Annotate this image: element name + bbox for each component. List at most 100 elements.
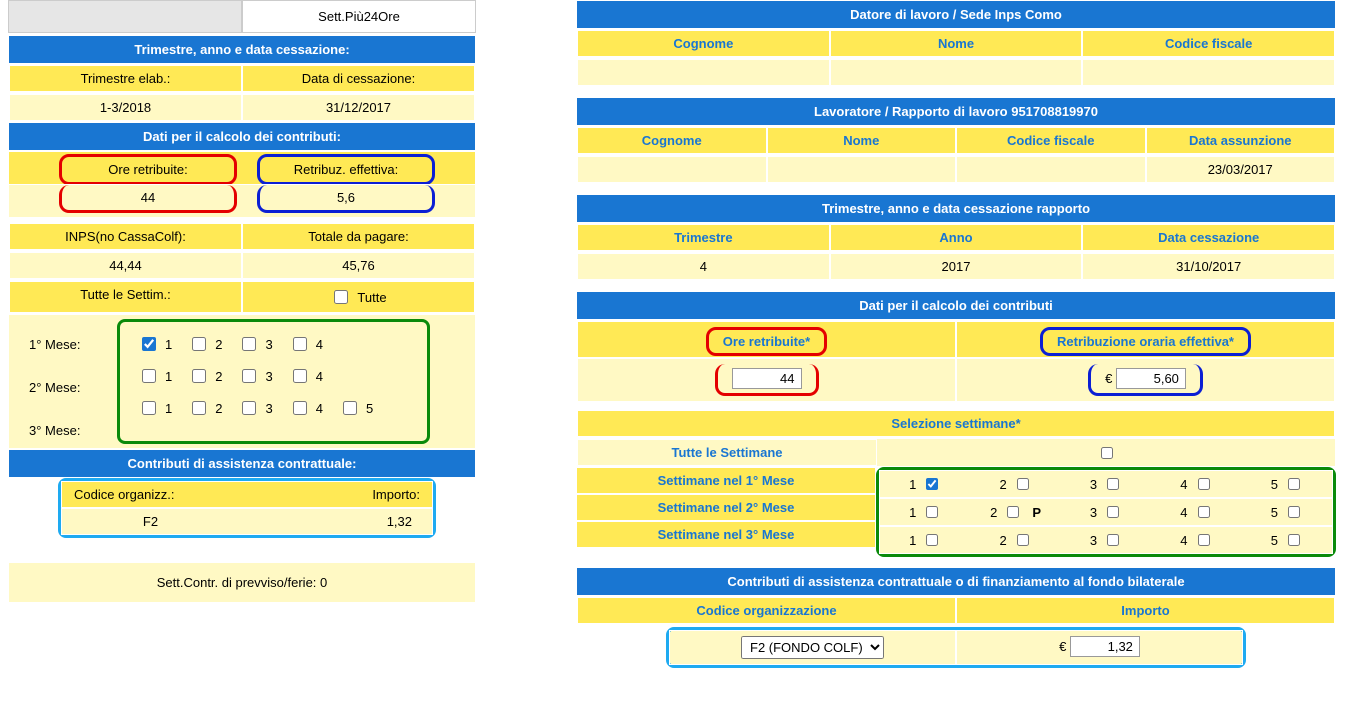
label-importo: Importo: — [247, 482, 432, 507]
value-totale: 45,76 — [242, 252, 475, 279]
h-codorg: Codice organizzazione — [577, 597, 956, 624]
chk-m2-1[interactable] — [142, 369, 156, 383]
cell-tutte: Tutte — [242, 281, 475, 313]
label-codice-org: Codice organizz.: — [62, 482, 247, 507]
chk-m3-5[interactable] — [343, 401, 357, 415]
title-sel-sett: Selezione settimane* — [577, 410, 1335, 437]
input-ore[interactable] — [732, 368, 802, 389]
value-trimestre-elab: 1-3/2018 — [9, 94, 242, 121]
chk-r-m2-3[interactable] — [1107, 506, 1119, 518]
left-panel: Sett.Più24Ore Trimestre, anno e data ces… — [8, 0, 476, 680]
label-mese3: 3° Mese: — [19, 401, 109, 444]
row-mese3: 1 2 3 4 5 — [130, 392, 417, 424]
label-sett-m3: Settimane nel 3° Mese — [576, 521, 876, 548]
h-cess: Data cessazione — [1082, 224, 1335, 251]
chk-r-m1-1[interactable] — [926, 478, 938, 490]
chk-m1-1[interactable] — [142, 337, 156, 351]
tab-active[interactable]: Sett.Più24Ore — [242, 0, 476, 33]
h-retr: Retribuzione oraria effettiva* — [1057, 334, 1234, 349]
v-nome — [830, 59, 1083, 86]
chk-tutte[interactable] — [334, 290, 348, 304]
tab-row: Sett.Più24Ore — [8, 0, 476, 33]
cell-ore-wrap: Ore retribuite* — [577, 321, 956, 362]
label-data-cessazione: Data di cessazione: — [242, 65, 475, 92]
label-tutte-settim: Tutte le Settim.: — [9, 281, 242, 313]
chk-r-m2-4[interactable] — [1198, 506, 1210, 518]
chk-m3-4[interactable] — [293, 401, 307, 415]
h-importo-r: Importo — [956, 597, 1335, 624]
chk-r-m2-2[interactable] — [1007, 506, 1019, 518]
chk-m3-3[interactable] — [242, 401, 256, 415]
v-l-cognome — [577, 156, 767, 183]
box-lavoratore: Lavoratore / Rapporto di lavoro 95170881… — [576, 97, 1336, 184]
chk-r-m3-4[interactable] — [1198, 534, 1210, 546]
h-l-cognome: Cognome — [577, 127, 767, 154]
v-l-nome — [767, 156, 957, 183]
h-l-assunz: Data assunzione — [1146, 127, 1336, 154]
chk-r-m3-2[interactable] — [1017, 534, 1029, 546]
right-panel: Datore di lavoro / Sede Inps Como Cognom… — [576, 0, 1336, 680]
chk-r-m1-5[interactable] — [1288, 478, 1300, 490]
chk-r-m3-3[interactable] — [1107, 534, 1119, 546]
section-title-calcolo: Dati per il calcolo dei contributi: — [8, 122, 476, 151]
chk-r-m3-1[interactable] — [926, 534, 938, 546]
h-cognome: Cognome — [577, 30, 830, 57]
value-data-cessazione: 31/12/2017 — [242, 94, 475, 121]
chk-m1-4[interactable] — [293, 337, 307, 351]
box-trimestre: Trimestre, anno e data cessazione rappor… — [576, 194, 1336, 281]
section-title-trimestre: Trimestre, anno e data cessazione: — [8, 35, 476, 64]
chk-r-m2-5[interactable] — [1288, 506, 1300, 518]
input-retr[interactable] — [1116, 368, 1186, 389]
label-totale: Totale da pagare: — [242, 223, 475, 250]
v-anno: 2017 — [830, 253, 1083, 280]
h-trimestre: Trimestre — [577, 224, 830, 251]
cell-retr-wrap: Retribuzione oraria effettiva* — [956, 321, 1335, 362]
chk-m2-2[interactable] — [192, 369, 206, 383]
title-lavoratore: Lavoratore / Rapporto di lavoro 95170881… — [576, 97, 1336, 126]
chk-r-m1-4[interactable] — [1198, 478, 1210, 490]
euro-label-2: € — [1059, 639, 1066, 654]
title-trimestre: Trimestre, anno e data cessazione rappor… — [576, 194, 1336, 223]
euro-label: € — [1105, 371, 1112, 386]
chk-m3-1[interactable] — [142, 401, 156, 415]
chk-r-m2-1[interactable] — [926, 506, 938, 518]
chk-m3-2[interactable] — [192, 401, 206, 415]
value-retrib-effettiva: 5,6 — [257, 185, 435, 213]
box-datore: Datore di lavoro / Sede Inps Como Cognom… — [576, 0, 1336, 87]
row-mese1: 1 2 3 4 — [130, 328, 417, 360]
chk-r-m1-2[interactable] — [1017, 478, 1029, 490]
row-mese2: 1 2 3 4 — [130, 360, 417, 392]
label-mese1: 1° Mese: — [19, 321, 109, 358]
chk-m2-4[interactable] — [293, 369, 307, 383]
title-contributi-r: Contributi di assistenza contrattuale o … — [576, 567, 1336, 596]
chk-r-m1-3[interactable] — [1107, 478, 1119, 490]
chk-m1-2[interactable] — [192, 337, 206, 351]
weeks-green-r: 1 2 3 4 5 1 2P 3 4 5 1 2 — [876, 467, 1336, 557]
v-cess: 31/10/2017 — [1082, 253, 1335, 280]
input-importo[interactable] — [1070, 636, 1140, 657]
cell-select: F2 (FONDO COLF) — [669, 630, 956, 665]
section-title-contributi: Contributi di assistenza contrattuale: — [8, 449, 476, 478]
label-inps: INPS(no CassaColf): — [9, 223, 242, 250]
chk-r-m3-5[interactable] — [1288, 534, 1300, 546]
h-cf: Codice fiscale — [1082, 30, 1335, 57]
tab-inactive[interactable] — [8, 0, 242, 33]
v-cognome — [577, 59, 830, 86]
select-codorg[interactable]: F2 (FONDO COLF) — [741, 636, 884, 659]
chk-m1-3[interactable] — [242, 337, 256, 351]
h-l-cf: Codice fiscale — [956, 127, 1146, 154]
cell-ore-val — [577, 358, 956, 402]
chk-m2-3[interactable] — [242, 369, 256, 383]
label-retrib-effettiva-hl: Retribuz. effettiva: — [257, 154, 435, 185]
label-ore-retribuite-hl: Ore retribuite: — [59, 154, 237, 185]
contributi-cyan-r: F2 (FONDO COLF) € — [666, 627, 1246, 668]
p-badge: P — [1032, 505, 1041, 520]
box-calcolo: Dati per il calcolo dei contributi Ore r… — [576, 291, 1336, 557]
v-l-cf — [956, 156, 1146, 183]
label-trimestre-elab: Trimestre elab.: — [9, 65, 242, 92]
h-l-nome: Nome — [767, 127, 957, 154]
cell-retr-val: € — [956, 358, 1335, 402]
contributi-cyan-box: Codice organizz.: Importo: F2 1,32 — [58, 478, 436, 538]
chk-r-tutte[interactable] — [1101, 447, 1113, 459]
value-importo: 1,32 — [239, 509, 432, 534]
